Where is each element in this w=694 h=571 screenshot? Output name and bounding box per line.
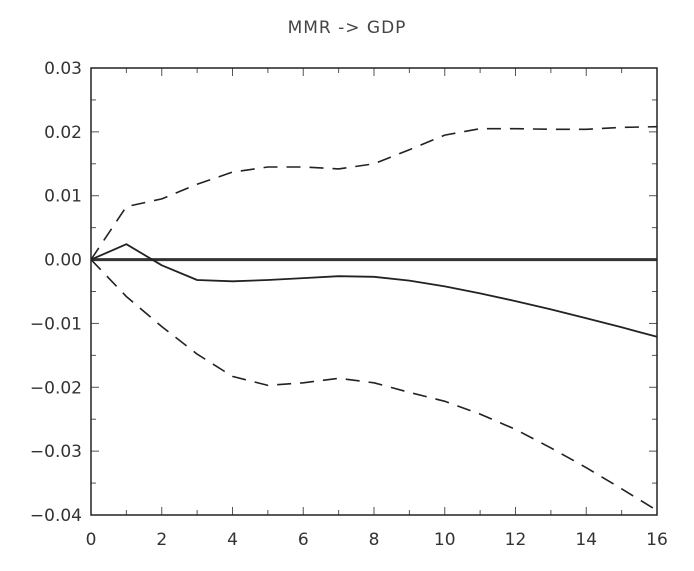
y-tick-label: 0.02 — [44, 123, 82, 143]
tick-labels-group: 0 2 4 6 8 10 12 14 16 0.03 0.02 0.01 0.00 −0.01 −0.02 −… — [30, 59, 668, 550]
x-tick-label: 6 — [298, 530, 309, 550]
x-tick-label: 0 — [86, 530, 97, 550]
y-tick-label: −0.03 — [30, 442, 82, 462]
x-tick-label: 14 — [575, 530, 597, 550]
y-tick-label: 0.00 — [44, 251, 82, 271]
x-tick-label: 4 — [227, 530, 238, 550]
x-tick-label: 12 — [505, 530, 527, 550]
upper-band-line — [90, 125, 658, 261]
ticks — [90, 67, 658, 516]
lower-band-line — [90, 259, 658, 512]
y-tick-label: 0.01 — [44, 187, 82, 207]
plot-frame — [90, 67, 658, 516]
x-tick-label: 2 — [156, 530, 167, 550]
response-line — [90, 243, 658, 338]
x-tick-label: 10 — [434, 530, 456, 550]
y-tick-label: −0.04 — [30, 506, 82, 526]
x-tick-label: 8 — [369, 530, 380, 550]
chart-title: MMR -> GDP — [287, 18, 407, 38]
x-tick-label: 16 — [646, 530, 668, 550]
series-group — [90, 125, 658, 512]
y-tick-label: 0.03 — [44, 59, 82, 79]
y-tick-label: −0.02 — [30, 378, 82, 398]
y-tick-label: −0.01 — [30, 314, 82, 334]
